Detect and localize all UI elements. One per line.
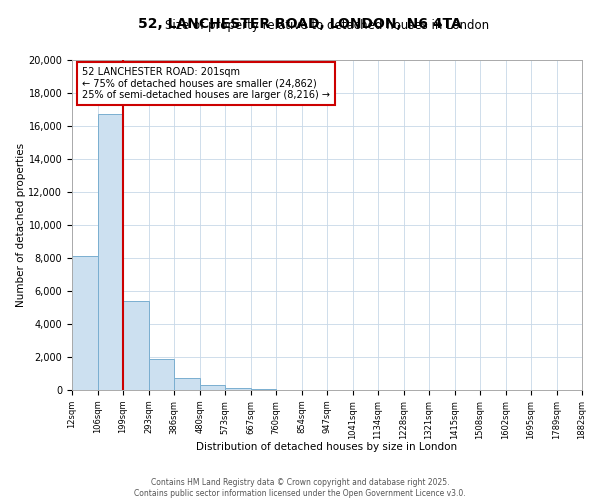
Bar [174,378,200,390]
Bar [225,388,251,390]
Title: Size of property relative to detached houses in London: Size of property relative to detached ho… [165,20,489,32]
Text: 52 LANCHESTER ROAD: 201sqm
← 75% of detached houses are smaller (24,862)
25% of : 52 LANCHESTER ROAD: 201sqm ← 75% of deta… [82,66,330,100]
Bar [200,386,225,390]
Y-axis label: Number of detached properties: Number of detached properties [16,143,26,307]
Bar [123,301,149,390]
X-axis label: Distribution of detached houses by size in London: Distribution of detached houses by size … [196,442,458,452]
Bar [98,114,123,390]
Bar [149,360,174,390]
Bar [251,389,276,390]
Text: 52, LANCHESTER ROAD, LONDON, N6 4TA: 52, LANCHESTER ROAD, LONDON, N6 4TA [138,18,462,32]
Bar [72,256,98,390]
Text: Contains HM Land Registry data © Crown copyright and database right 2025.
Contai: Contains HM Land Registry data © Crown c… [134,478,466,498]
